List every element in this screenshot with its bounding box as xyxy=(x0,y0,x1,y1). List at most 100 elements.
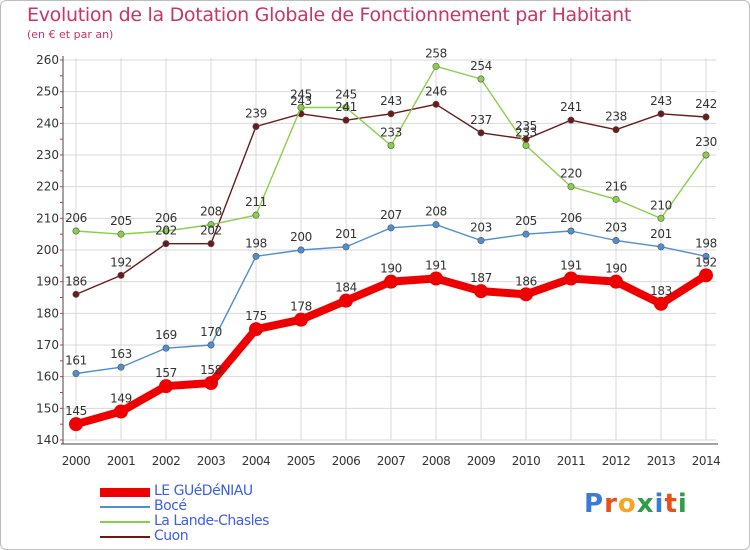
data-point xyxy=(702,113,710,121)
legend-item: Cuon xyxy=(100,529,360,544)
x-tick-label: 2000 xyxy=(62,454,91,468)
data-point xyxy=(297,246,305,254)
logo-letter: t xyxy=(664,489,678,519)
data-point xyxy=(207,341,215,349)
legend-item: LE GUéDéNIAU xyxy=(100,484,360,499)
data-point xyxy=(72,290,80,298)
data-label: 191 xyxy=(560,259,582,273)
legend-label: Bocé xyxy=(154,498,187,514)
y-tick-label: 230 xyxy=(36,148,59,162)
data-point xyxy=(612,195,620,203)
data-point xyxy=(699,268,713,283)
data-label: 206 xyxy=(65,211,87,225)
data-point xyxy=(657,214,665,222)
data-label: 243 xyxy=(380,94,402,108)
data-point xyxy=(162,240,170,248)
logo-letter: i xyxy=(677,489,688,519)
data-point xyxy=(657,110,665,118)
data-point xyxy=(162,227,170,235)
data-point xyxy=(567,227,575,235)
x-tick-label: 2012 xyxy=(602,454,631,468)
data-label: 245 xyxy=(290,88,312,102)
data-point xyxy=(702,252,710,260)
data-point xyxy=(702,151,710,159)
x-tick-label: 2001 xyxy=(107,454,136,468)
data-label: 220 xyxy=(560,167,582,181)
data-label: 258 xyxy=(425,46,447,60)
legend-swatch xyxy=(100,487,150,497)
data-point xyxy=(429,271,443,286)
data-label: 202 xyxy=(155,224,177,238)
legend-label: LE GUéDéNIAU xyxy=(154,483,253,499)
data-point xyxy=(117,271,125,279)
data-label: 205 xyxy=(515,214,537,228)
y-tick-label: 170 xyxy=(36,338,59,352)
data-label: 169 xyxy=(155,328,177,342)
data-point xyxy=(342,116,350,124)
data-point xyxy=(387,224,395,232)
data-label: 211 xyxy=(245,195,267,209)
data-label: 186 xyxy=(515,274,537,288)
y-tick-label: 150 xyxy=(36,401,59,415)
data-label: 200 xyxy=(290,230,312,244)
data-point xyxy=(477,75,485,83)
data-point xyxy=(564,271,578,286)
data-label: 241 xyxy=(335,100,357,114)
data-point xyxy=(654,296,668,311)
data-point xyxy=(432,62,440,70)
data-point xyxy=(342,104,350,112)
legend-item: La Lande-Chasles xyxy=(100,514,360,529)
y-tick-label: 210 xyxy=(36,211,59,225)
data-point xyxy=(567,116,575,124)
data-label: 190 xyxy=(380,262,402,276)
data-label: 183 xyxy=(650,284,672,298)
data-point xyxy=(432,221,440,229)
legend-swatch xyxy=(100,536,150,538)
data-label: 206 xyxy=(155,211,177,225)
data-point xyxy=(162,344,170,352)
data-point xyxy=(519,287,533,302)
data-label: 203 xyxy=(470,221,492,235)
data-point xyxy=(69,417,83,432)
data-label: 163 xyxy=(110,347,132,361)
data-point xyxy=(339,293,353,308)
data-label: 170 xyxy=(200,325,222,339)
data-point xyxy=(387,142,395,150)
data-label: 190 xyxy=(605,262,627,276)
legend-label: Cuon xyxy=(154,528,189,544)
data-label: 158 xyxy=(200,363,222,377)
legend-label: La Lande-Chasles xyxy=(154,513,269,529)
x-tick-label: 2002 xyxy=(152,454,181,468)
data-point xyxy=(159,379,173,394)
data-label: 192 xyxy=(695,255,717,269)
data-label: 241 xyxy=(560,100,582,114)
chart-legend: LE GUéDéNIAU Bocé La Lande-Chasles Cuon xyxy=(100,484,360,544)
x-tick-label: 2007 xyxy=(377,454,406,468)
data-point xyxy=(72,369,80,377)
data-label: 175 xyxy=(245,309,267,323)
data-point xyxy=(207,221,215,229)
data-label: 243 xyxy=(290,94,312,108)
x-tick-label: 2005 xyxy=(287,454,316,468)
logo-letter: o xyxy=(617,489,637,519)
data-label: 206 xyxy=(560,211,582,225)
data-point xyxy=(207,240,215,248)
data-label: 157 xyxy=(155,366,177,380)
legend-swatch xyxy=(100,521,150,523)
x-tick-label: 2011 xyxy=(557,454,586,468)
data-point xyxy=(522,142,530,150)
x-tick-label: 2004 xyxy=(242,454,271,468)
data-label: 237 xyxy=(470,113,492,127)
data-point xyxy=(477,237,485,245)
data-point xyxy=(117,230,125,238)
data-point xyxy=(567,183,575,191)
data-label: 202 xyxy=(200,224,222,238)
x-tick-label: 2010 xyxy=(512,454,541,468)
y-tick-label: 260 xyxy=(36,53,59,67)
y-tick-label: 190 xyxy=(36,275,59,289)
x-tick-label: 2014 xyxy=(692,454,721,468)
y-tick-label: 180 xyxy=(36,306,59,320)
y-tick-label: 160 xyxy=(36,370,59,384)
x-tick-label: 2009 xyxy=(467,454,496,468)
data-point xyxy=(522,230,530,238)
